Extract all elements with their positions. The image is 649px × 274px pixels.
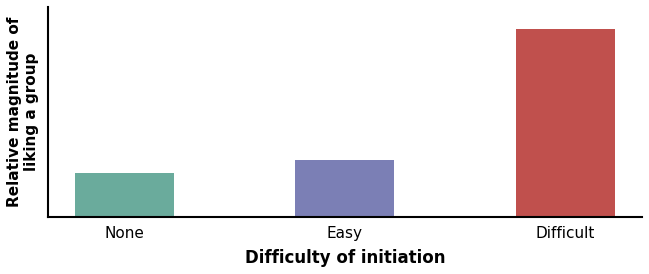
Bar	[75, 173, 174, 217]
Y-axis label: Relative magnitude of
liking a group: Relative magnitude of liking a group	[7, 17, 40, 207]
X-axis label: Difficulty of initiation: Difficulty of initiation	[245, 249, 445, 267]
Bar	[295, 160, 395, 217]
Bar	[516, 29, 615, 217]
